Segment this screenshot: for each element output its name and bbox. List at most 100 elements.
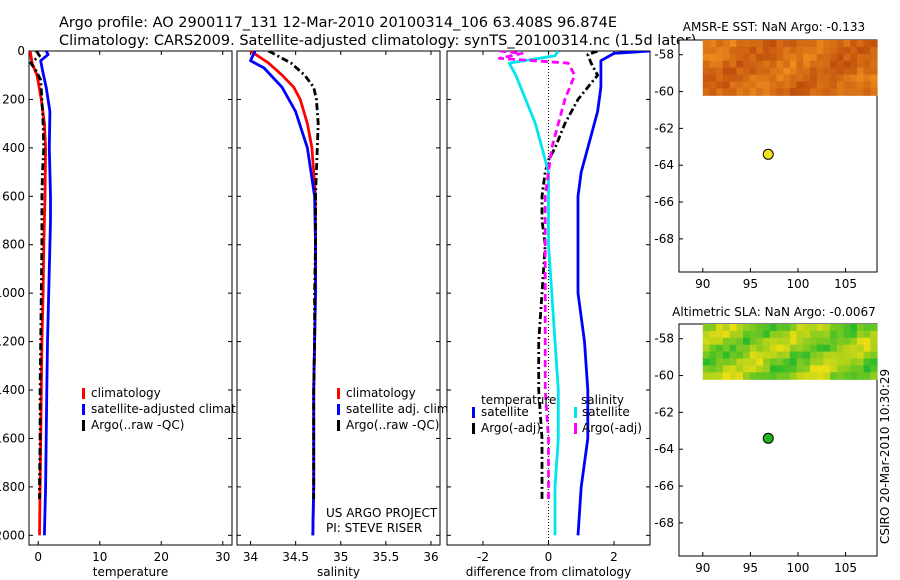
- y-tick-label: 400: [2, 141, 25, 155]
- field-cell: [810, 344, 818, 353]
- field-cell: [870, 88, 878, 96]
- field-cell: [749, 67, 757, 76]
- field-cell: [830, 324, 838, 332]
- field-cell: [702, 365, 711, 373]
- field-cell: [736, 60, 744, 69]
- field-cell: [830, 358, 838, 367]
- y-tick-label: 2000: [0, 528, 25, 542]
- field-cell: [736, 74, 744, 83]
- field-cell: [870, 330, 878, 339]
- field-cell: [850, 40, 858, 48]
- field-cell: [776, 330, 784, 339]
- field-cell: [789, 372, 798, 380]
- field-cell: [803, 351, 811, 360]
- field-cell: [736, 40, 744, 48]
- field-cell: [709, 46, 717, 55]
- field-cell: [816, 88, 824, 96]
- field-cell: [736, 365, 744, 373]
- field-cell: [870, 67, 878, 76]
- field-cell: [743, 60, 751, 69]
- legend-label: satellite: [582, 405, 630, 419]
- x-axis-label: salinity: [317, 565, 360, 579]
- field-cell: [830, 372, 838, 380]
- field-cell: [763, 372, 771, 380]
- field-cell: [776, 88, 784, 96]
- field-cell: [803, 330, 811, 339]
- field-cell: [736, 330, 744, 339]
- field-cell: [709, 330, 717, 339]
- field-cell: [856, 324, 865, 332]
- field-cell: [843, 60, 851, 69]
- y-tick-label: -60: [654, 85, 674, 99]
- field-cell: [736, 372, 744, 380]
- field-cell: [836, 60, 845, 69]
- pi-text: PI: STEVE RISER: [326, 521, 422, 535]
- field-cell: [850, 46, 858, 55]
- field-cell: [702, 67, 711, 76]
- field-cell: [850, 358, 858, 367]
- field-cell: [856, 337, 865, 346]
- field-cell: [729, 67, 737, 76]
- field-cell: [863, 344, 871, 353]
- field-cell: [850, 351, 858, 360]
- field-cell: [783, 344, 791, 353]
- series-line-salinity-satellite: [507, 51, 560, 536]
- field-cell: [836, 74, 845, 83]
- temperature-panel: 0 10 20 30 temperature 0 200 400 600 800 1000 1200 1…: [0, 44, 269, 579]
- field-cell: [843, 372, 851, 380]
- field-cell: [749, 53, 757, 62]
- sla-map-panel: Altimetric SLA: NaN Argo: -0.0067 90 95 100…: [654, 305, 878, 575]
- field-cell: [856, 88, 865, 96]
- field-cell: [830, 351, 838, 360]
- field-cell: [803, 344, 811, 353]
- argo-float-marker: [762, 432, 774, 444]
- field-cell: [803, 74, 811, 83]
- x-tick-label: 2: [610, 550, 618, 564]
- field-cell: [803, 365, 811, 373]
- field-cell: [856, 330, 865, 339]
- field-cell: [776, 40, 784, 48]
- field-cell: [830, 40, 838, 48]
- field-cell: [736, 46, 744, 55]
- x-tick-label: 35.5: [373, 550, 400, 564]
- field-cell: [743, 372, 751, 380]
- field-cell: [870, 344, 878, 353]
- field-cell: [769, 53, 778, 62]
- field-cell: [863, 358, 871, 367]
- field-cell: [810, 365, 818, 373]
- field-cell: [709, 344, 717, 353]
- field-cell: [870, 358, 878, 367]
- field-cell: [823, 60, 831, 69]
- field-cell: [776, 372, 784, 380]
- field-cell: [836, 324, 845, 332]
- field-cell: [810, 330, 818, 339]
- field-cell: [743, 365, 751, 373]
- field-cell: [850, 344, 858, 353]
- field-cell: [763, 40, 771, 48]
- field-cell: [863, 351, 871, 360]
- x-tick-label: 105: [834, 277, 857, 291]
- field-cell: [716, 330, 724, 339]
- field-cell: [769, 67, 778, 76]
- field-cell: [776, 81, 784, 89]
- timestamp-stamp: CSIRO 20-Mar-2010 10:30:29: [878, 369, 892, 544]
- legend-title-salinity: salinity: [581, 393, 624, 407]
- field-cell: [756, 330, 764, 339]
- x-tick-label: 30: [215, 550, 230, 564]
- field-cell: [850, 330, 858, 339]
- field-cell: [729, 81, 737, 89]
- x-tick-label: 34.5: [282, 550, 309, 564]
- field-cell: [810, 74, 818, 83]
- x-tick-label: -2: [477, 550, 489, 564]
- legend-label: Argo(..raw -QC): [346, 418, 439, 432]
- field-cell: [803, 88, 811, 96]
- field-cell: [702, 330, 711, 339]
- series-line-argo-raw-qc-: [267, 51, 320, 499]
- field-cell: [823, 46, 831, 55]
- x-tick-label: 0: [545, 550, 553, 564]
- field-cell: [722, 88, 731, 96]
- field-cell: [803, 81, 811, 89]
- field-cell: [722, 324, 731, 332]
- map-title: AMSR-E SST: NaN Argo: -0.133: [683, 20, 865, 34]
- field-cell: [776, 337, 784, 346]
